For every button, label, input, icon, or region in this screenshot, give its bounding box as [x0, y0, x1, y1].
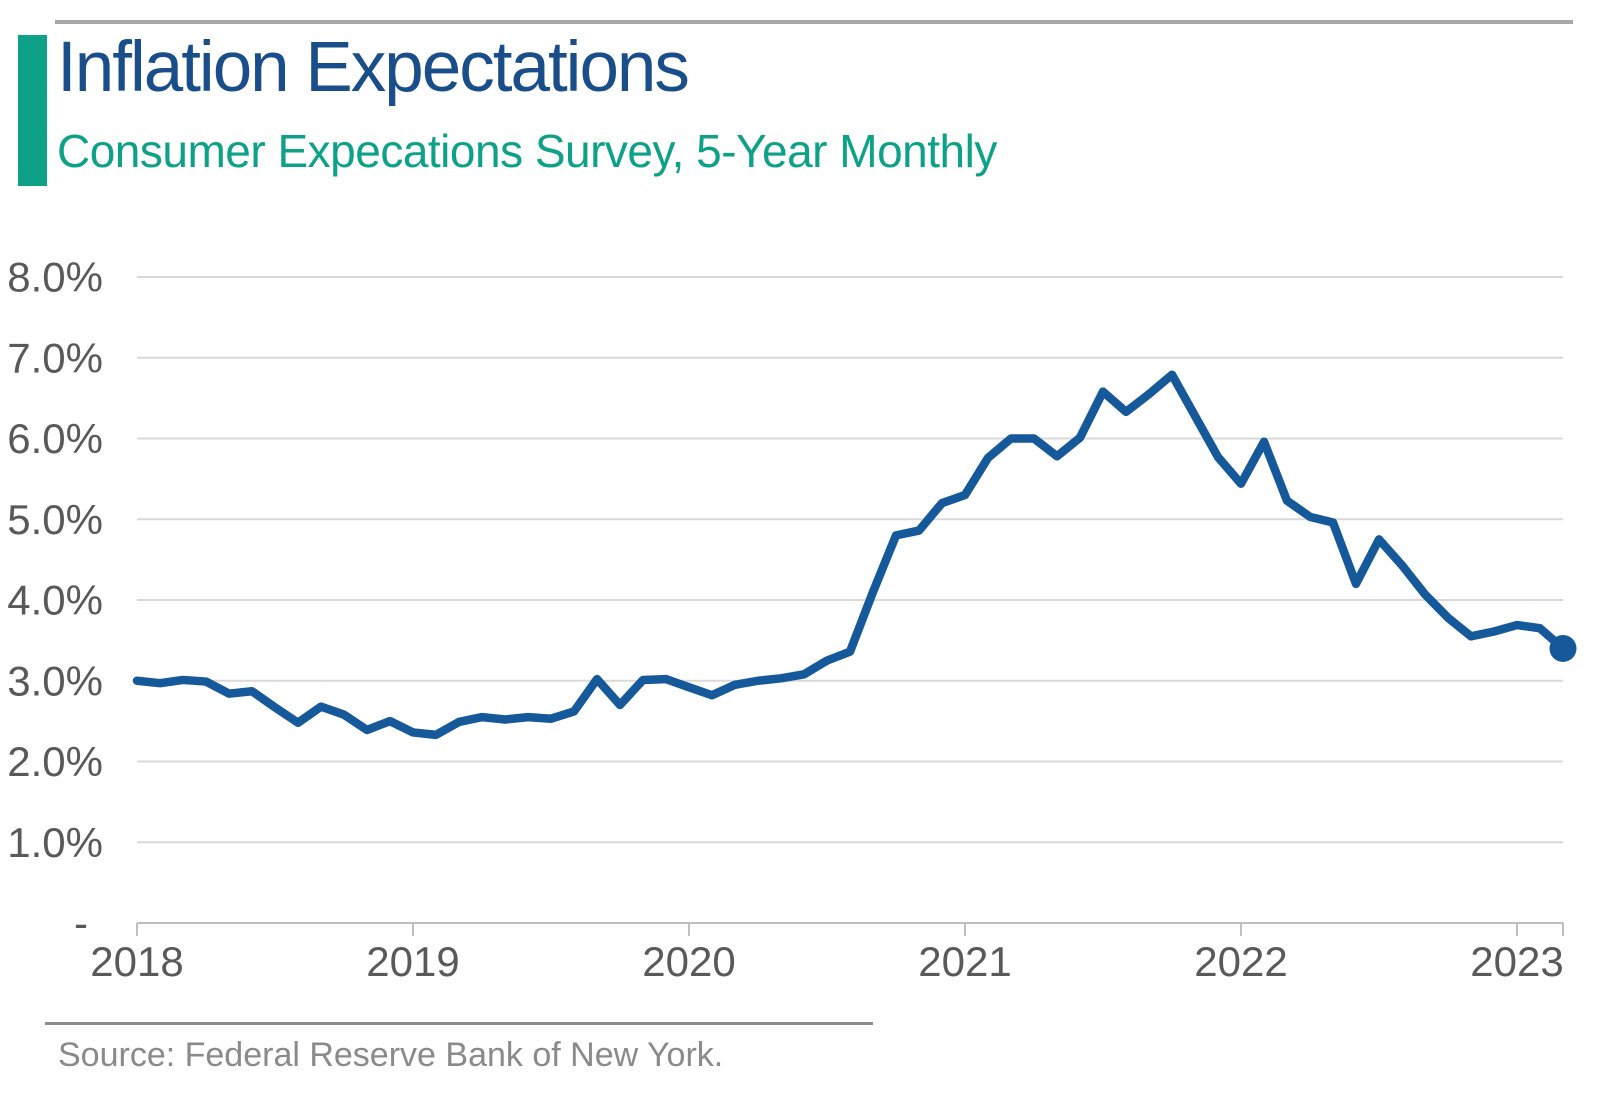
x-tick-label: 2020	[642, 938, 735, 985]
y-tick-label: 5.0%	[7, 496, 103, 543]
x-tick-label: 2018	[90, 938, 183, 985]
x-tick-label: 2023	[1470, 938, 1563, 985]
y-tick-label: 1.0%	[7, 819, 103, 866]
top-rule	[55, 20, 1573, 24]
y-tick-label: 6.0%	[7, 415, 103, 462]
x-tick-label: 2022	[1194, 938, 1287, 985]
series-line	[132, 370, 1568, 740]
page-subtitle: Consumer Expecations Survey, 5-Year Mont…	[57, 125, 997, 177]
source-text: Source: Federal Reserve Bank of New York…	[58, 1036, 724, 1074]
y-tick-label: 2.0%	[7, 738, 103, 785]
y-tick-label: 3.0%	[7, 657, 103, 704]
source-divider	[45, 1022, 873, 1025]
series-end-dot	[1549, 634, 1577, 662]
y-tick-label: 4.0%	[7, 577, 103, 624]
x-tick-label: 2021	[918, 938, 1011, 985]
accent-bar	[18, 35, 47, 186]
x-tick-label: 2019	[366, 938, 459, 985]
y-tick-label: 8.0%	[7, 254, 103, 301]
page-title: Inflation Expectations	[57, 28, 690, 107]
y-tick-label: 7.0%	[7, 334, 103, 381]
y-tick-label: -	[74, 900, 88, 947]
